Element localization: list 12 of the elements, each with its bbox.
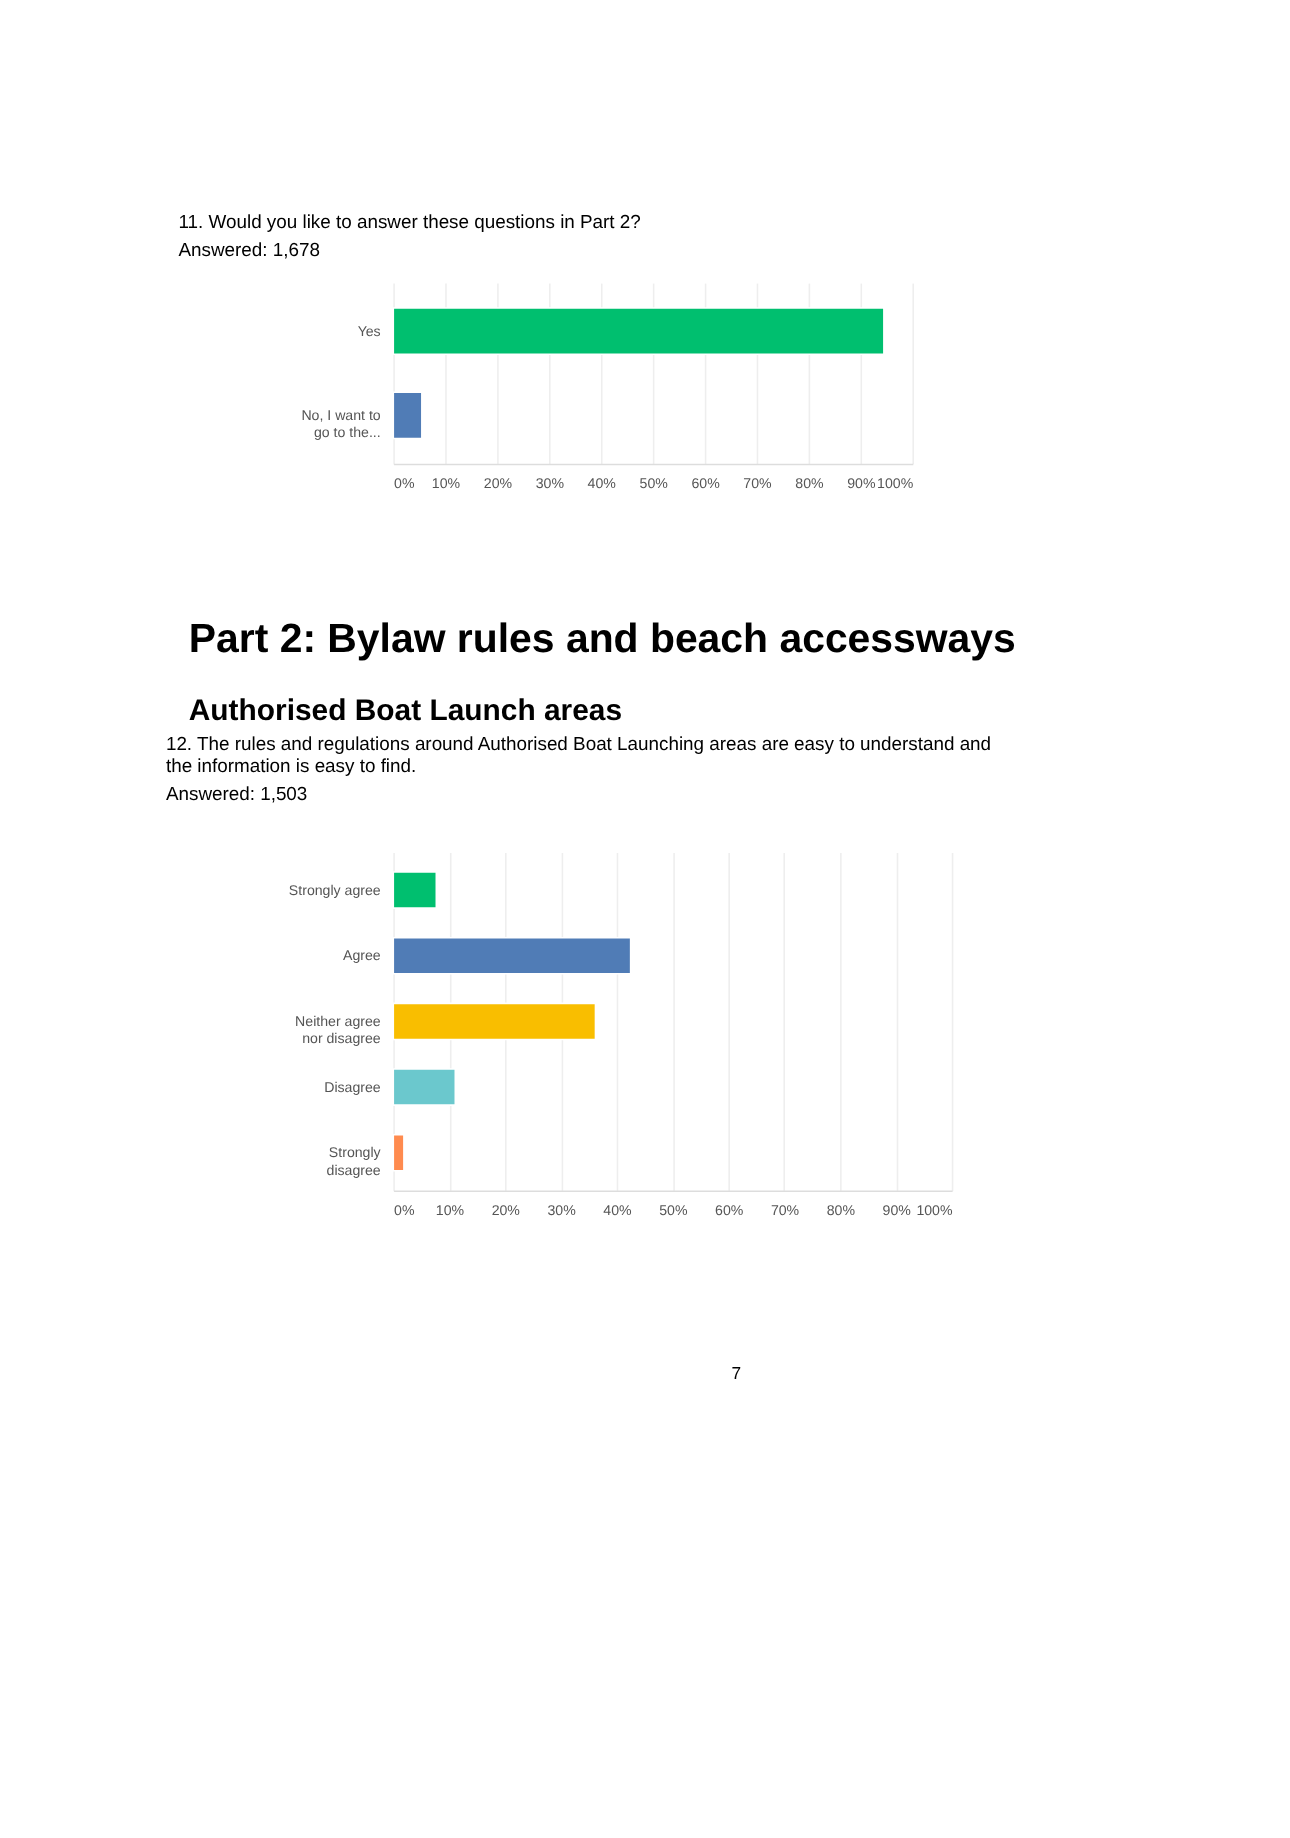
bar bbox=[392, 936, 632, 975]
bar bbox=[392, 1002, 597, 1041]
text: Part 2: Bylaw rules and beach accessways bbox=[188, 616, 1016, 663]
chart-title: 11. Would you like to answer these questions in Part 2? bbox=[178, 209, 641, 232]
bar bbox=[392, 1133, 405, 1172]
text: Authorised Boat Launch areas bbox=[188, 694, 623, 729]
text: 7 bbox=[731, 1363, 742, 1384]
bar bbox=[392, 871, 438, 909]
text: Answered: 1,503 bbox=[165, 782, 308, 805]
chart-title: 12. The rules and regulations around Authorised Boat Launching areas are easy to understand and the information is easy to find. bbox=[165, 732, 992, 777]
bar bbox=[392, 1068, 457, 1106]
chart-subtitle: Answered: 1,678 bbox=[178, 238, 320, 261]
